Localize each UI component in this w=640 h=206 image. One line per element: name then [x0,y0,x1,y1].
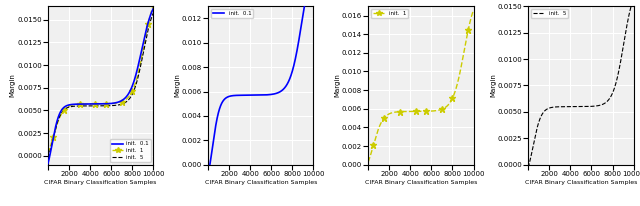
Legend: init.  0.1, init.  1, init.  5: init. 0.1, init. 1, init. 5 [110,139,150,162]
Y-axis label: Margin: Margin [174,74,180,97]
X-axis label: CIFAR Binary Classification Samples: CIFAR Binary Classification Samples [525,180,637,185]
Legend: init.  5: init. 5 [531,9,568,18]
Legend: init.  0.1: init. 0.1 [211,9,253,18]
X-axis label: CIFAR Binary Classification Samples: CIFAR Binary Classification Samples [365,180,477,185]
Y-axis label: Margin: Margin [334,74,340,97]
Legend: init.  1: init. 1 [371,9,408,18]
X-axis label: CIFAR Binary Classification Samples: CIFAR Binary Classification Samples [44,180,157,185]
Y-axis label: Margin: Margin [490,74,496,97]
X-axis label: CIFAR Binary Classification Samples: CIFAR Binary Classification Samples [205,180,317,185]
Y-axis label: Margin: Margin [10,74,15,97]
